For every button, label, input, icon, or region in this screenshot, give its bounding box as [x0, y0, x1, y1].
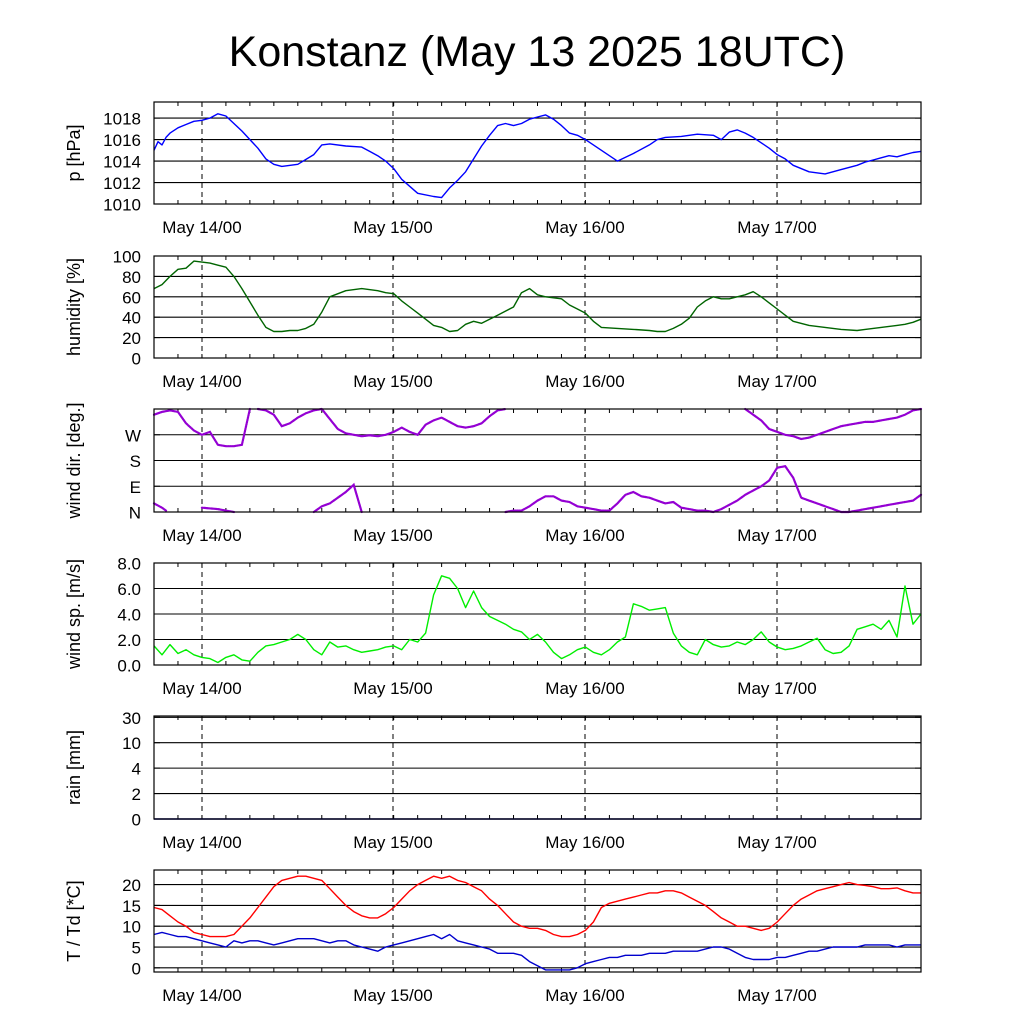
humidity-xtick-label: May 16/00 [545, 372, 624, 391]
wind_dir-xtick-label: May 16/00 [545, 526, 624, 545]
temperature-ytick-label: 15 [122, 897, 141, 916]
humidity-ytick-label: 60 [122, 288, 141, 307]
temperature-xtick-label: May 14/00 [162, 986, 241, 1005]
humidity-ytick-label: 0 [132, 350, 141, 369]
wind_dir-ytick-label: W [125, 426, 141, 445]
pressure-ytick-label: 1012 [103, 174, 141, 193]
wind_dir-ylabel: wind dir. [deg.] [64, 402, 84, 519]
wind_dir-xtick-label: May 17/00 [737, 526, 816, 545]
wind_dir-xtick-label: May 14/00 [162, 526, 241, 545]
wind_dir-series-segment [744, 407, 923, 441]
temperature-ytick-label: 5 [132, 939, 141, 958]
temperature-xtick-label: May 15/00 [353, 986, 432, 1005]
temperature-xtick-label: May 17/00 [737, 986, 816, 1005]
wind_speed-series-wind_speed [153, 575, 922, 664]
wind_dir-series-segment [152, 502, 168, 512]
pressure-ylabel: p [hPa] [64, 124, 84, 181]
rain-frame [153, 715, 922, 820]
humidity-frame [153, 255, 922, 359]
temperature-ytick-label: 20 [122, 876, 141, 895]
rain-ytick-label: 2 [132, 785, 141, 804]
panel-wind_speed: 0.0 2.0 4.0 6.0 8.0 wind sp. [m/s] May 14/00 Ma… [64, 555, 922, 698]
wind_speed-ytick-label: 0.0 [117, 657, 141, 676]
wind_dir-series-segment [152, 407, 251, 448]
wind_dir-series-segment [200, 506, 235, 514]
pressure-xtick-label: May 16/00 [545, 218, 624, 237]
pressure-xtick-label: May 17/00 [737, 218, 816, 237]
humidity-ytick-label: 20 [122, 329, 141, 348]
wind_dir-ytick-label: E [130, 478, 141, 497]
temperature-ytick-label: 10 [122, 918, 141, 937]
wind_dir-ytick-label: S [130, 452, 141, 471]
wind_speed-xtick-label: May 17/00 [737, 679, 816, 698]
temperature-series-dewpoint [153, 931, 921, 971]
humidity-xtick-label: May 17/00 [737, 372, 816, 391]
temperature-xtick-label: May 16/00 [545, 986, 624, 1005]
panel-temperature: 05 10 15 20 T / Td [*C] May 14/00 May 15/00 May… [64, 869, 922, 1005]
rain-ytick-label: 30 [122, 709, 141, 728]
humidity-series-humidity [153, 260, 922, 333]
wind_speed-ylabel: wind sp. [m/s] [64, 559, 84, 670]
pressure-ytick-label: 1014 [103, 153, 141, 172]
rain-xtick-label: May 15/00 [353, 833, 432, 852]
wind_speed-frame [153, 562, 922, 666]
humidity-ytick-label: 40 [122, 309, 141, 328]
wind_speed-ytick-label: 4.0 [117, 606, 141, 625]
temperature-series-temperature [153, 875, 921, 938]
wind_speed-xtick-label: May 16/00 [545, 679, 624, 698]
wind_speed-xtick-label: May 15/00 [353, 679, 432, 698]
pressure-ytick-label: 1010 [103, 196, 141, 215]
pressure-ytick-label: 1016 [103, 131, 141, 150]
pressure-xtick-label: May 14/00 [162, 218, 241, 237]
temperature-ylabel: T / Td [*C] [64, 880, 84, 961]
rain-ytick-label: 4 [132, 760, 141, 779]
humidity-xtick-label: May 15/00 [353, 372, 432, 391]
pressure-series-pressure [153, 113, 922, 199]
wind_speed-ytick-label: 6.0 [117, 580, 141, 599]
chart-title: Konstanz (May 13 2025 18UTC) [229, 28, 846, 76]
rain-xtick-label: May 14/00 [162, 833, 241, 852]
rain-xtick-label: May 16/00 [545, 833, 624, 852]
humidity-ytick-label: 80 [122, 268, 141, 287]
humidity-ytick-label: 100 [113, 248, 141, 267]
wind_dir-series-segment [256, 407, 507, 438]
wind_dir-series-segment [504, 464, 923, 514]
wind_speed-ytick-label: 2.0 [117, 631, 141, 650]
panel-pressure: 1010 1012 1014 1016 1018 p [hPa] May 14/00 May … [64, 101, 922, 237]
pressure-ytick-label: 1018 [103, 110, 141, 129]
rain-ytick-label: 10 [122, 734, 141, 753]
rain-ytick-label: 0 [132, 811, 141, 830]
wind_speed-ytick-label: 8.0 [117, 555, 141, 574]
wind_dir-frame [153, 408, 922, 513]
panel-rain: 0 2 4 10 30 rain [mm] May 14/00 May 15/00 May 16… [64, 709, 922, 852]
wind_dir-xtick-label: May 15/00 [353, 526, 432, 545]
pressure-frame [153, 101, 922, 205]
temperature-frame [153, 869, 922, 973]
wind_dir-series-segment [312, 482, 363, 514]
pressure-xtick-label: May 15/00 [353, 218, 432, 237]
rain-xtick-label: May 17/00 [737, 833, 816, 852]
humidity-xtick-label: May 14/00 [162, 372, 241, 391]
temperature-ytick-label: 0 [132, 959, 141, 978]
wind_dir-ytick-label: N [129, 504, 141, 523]
wind_speed-xtick-label: May 14/00 [162, 679, 241, 698]
rain-ylabel: rain [mm] [64, 730, 84, 805]
humidity-ylabel: humidity [%] [64, 258, 84, 356]
